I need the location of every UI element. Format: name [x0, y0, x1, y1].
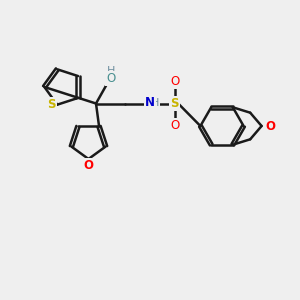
Text: O: O [265, 119, 275, 133]
Text: S: S [48, 98, 56, 111]
Text: O: O [106, 72, 116, 85]
Text: H: H [151, 98, 159, 108]
Text: H: H [107, 66, 115, 76]
Text: S: S [170, 97, 179, 110]
Text: O: O [170, 119, 179, 132]
Text: N: N [145, 96, 155, 110]
Text: O: O [83, 159, 94, 172]
Text: O: O [170, 75, 179, 88]
